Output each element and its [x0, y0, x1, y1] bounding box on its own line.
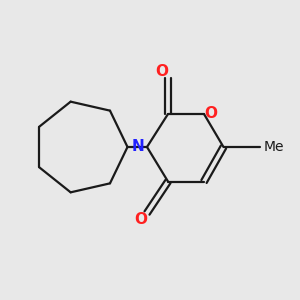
Text: N: N: [132, 139, 144, 154]
Text: O: O: [155, 64, 168, 79]
Text: O: O: [204, 106, 217, 121]
Text: O: O: [134, 212, 147, 227]
Text: Me: Me: [264, 140, 284, 154]
